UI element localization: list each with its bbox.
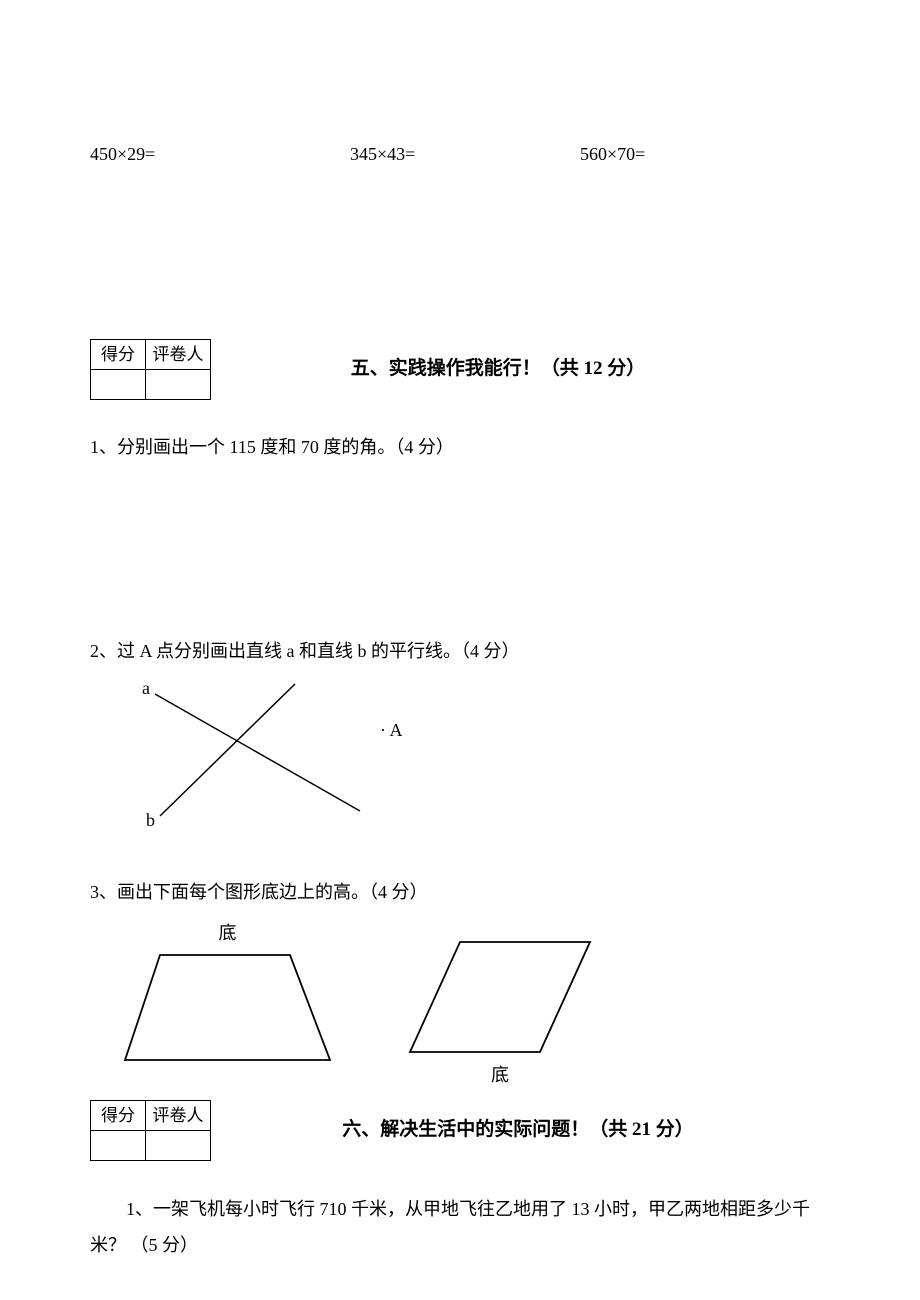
score-table-5: 得分 评卷人 [90,339,211,400]
shapes-row: 底 底 [120,919,830,1090]
section-6-header: 得分 评卷人 六、解决生活中的实际问题！（共 21 分） [90,1100,830,1161]
score-header-6: 得分 [91,1100,146,1130]
question-5-3: 3、画出下面每个图形底边上的高。（4 分） [90,875,830,909]
label-b: b [146,810,155,830]
equation-1: 450×29= [90,140,350,169]
section-6-title: 六、解决生活中的实际问题！（共 21 分） [246,1115,830,1145]
grader-cell [146,369,211,399]
trapezoid-item: 底 [120,919,335,1065]
grader-header: 评卷人 [146,339,211,369]
equations-row: 450×29= 345×43= 560×70= [90,140,830,169]
score-cell [91,369,146,399]
line-b [160,684,295,816]
trapezoid-shape [125,955,330,1060]
lines-diagram: a b · A [120,676,830,845]
question-5-2: 2、过 A 点分别画出直线 a 和直线 b 的平行线。（4 分） [90,634,830,668]
parallelogram-shape [410,942,590,1052]
equation-3: 560×70= [580,140,830,169]
parallelogram-item: 底 [405,937,595,1090]
score-table-6: 得分 评卷人 [90,1100,211,1161]
score-header: 得分 [91,339,146,369]
grader-header-6: 评卷人 [146,1100,211,1130]
question-6-1: 1、一架飞机每小时飞行 710 千米，从甲地飞往乙地用了 13 小时，甲乙两地相… [90,1191,830,1263]
line-a [155,694,360,811]
trapezoid-top-label: 底 [219,919,237,948]
section-5-header: 得分 评卷人 五、实践操作我能行！（共 12 分） [90,339,830,400]
parallelogram-bottom-label: 底 [491,1061,509,1090]
equation-2: 345×43= [350,140,580,169]
lines-svg: a b · A [120,676,430,836]
section-5-title: 五、实践操作我能行！（共 12 分） [246,354,830,384]
score-cell-6 [91,1130,146,1160]
question-5-1: 1、分别画出一个 115 度和 70 度的角。（4 分） [90,430,830,464]
parallelogram-svg [405,937,595,1057]
trapezoid-svg [120,950,335,1065]
label-A: · A [380,720,403,740]
label-a: a [142,678,150,698]
grader-cell-6 [146,1130,211,1160]
